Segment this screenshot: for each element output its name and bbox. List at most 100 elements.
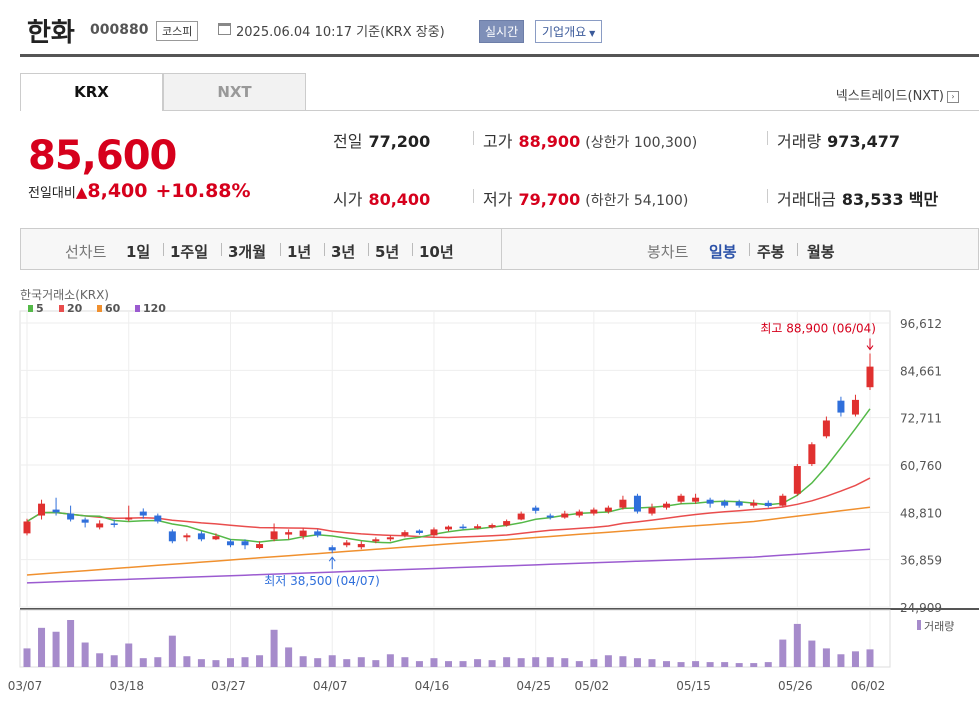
volume-bar (851, 651, 859, 667)
period-3m[interactable]: 3개월 (228, 243, 267, 261)
info-open: 시가 80,400 (333, 186, 430, 210)
ma-legend-swatch (97, 305, 102, 312)
candle (851, 394, 859, 417)
volume-bar (386, 654, 394, 667)
candle (575, 509, 583, 518)
period-5y[interactable]: 5년 (375, 243, 400, 261)
volume-bar (721, 662, 729, 667)
candle (808, 442, 816, 467)
candle (270, 523, 278, 542)
candle-body (851, 399, 859, 415)
info-value: 77,200 (368, 132, 431, 151)
nxt-link[interactable]: 넥스트레이드(NXT) › (836, 85, 959, 104)
candle (256, 541, 264, 550)
candle-body (96, 523, 104, 528)
candle-body (590, 509, 598, 514)
volume-bar (546, 657, 554, 667)
candle-body (793, 466, 801, 494)
volume-bar (474, 659, 482, 667)
upper-limit: (상한가 100,300) (585, 135, 698, 151)
x-tick-label: 04/25 (516, 679, 551, 693)
candle-body (401, 532, 409, 536)
candle (793, 464, 801, 496)
candle (706, 497, 714, 508)
info-label: 전일 (333, 132, 363, 151)
volume-bar (183, 656, 191, 667)
period-1d[interactable]: 1일 (126, 243, 151, 261)
period-1y[interactable]: 1년 (287, 243, 312, 261)
volume-bar (575, 661, 583, 667)
candle-body (110, 523, 118, 525)
company-info-dropdown[interactable]: 기업개요 ▼ (535, 20, 603, 43)
candle-body (38, 503, 46, 516)
candle-body (314, 531, 322, 536)
candle (692, 493, 700, 504)
candle (532, 505, 540, 514)
volume-bar (604, 655, 612, 667)
x-tick-label: 04/16 (415, 679, 450, 693)
candle (212, 533, 220, 541)
volume-legend-swatch (917, 620, 921, 630)
volume-bar (401, 657, 409, 667)
ma60-line (26, 506, 871, 576)
x-tick-label: 03/07 (8, 679, 43, 693)
tab-nxt[interactable]: NXT (163, 73, 306, 111)
volume-bar (38, 627, 46, 667)
candle (546, 513, 554, 520)
lower-limit: (하한가 54,100) (585, 193, 689, 209)
candle (125, 505, 133, 522)
info-volume: 거래량 973,477 (767, 128, 900, 152)
candle (445, 525, 452, 532)
candle-weekly[interactable]: 주봉 (757, 243, 785, 261)
tab-krx[interactable]: KRX (20, 73, 163, 111)
candle-body (183, 535, 191, 538)
candle (866, 353, 874, 390)
candle (721, 499, 729, 508)
candle-body (343, 542, 351, 546)
volume-bar (415, 661, 423, 667)
period-separator (749, 243, 750, 256)
period-3y[interactable]: 3년 (331, 243, 356, 261)
candle-body (750, 502, 758, 506)
period-selector: 선차트 1일 1주일 3개월 1년 3년 5년 10년 봉차트 일봉 주봉 월봉 (20, 228, 979, 270)
change-label: 전일대비 (28, 186, 76, 201)
stock-header: 한화 000880 코스피 2025.06.04 10:17 기준(KRX 장중… (0, 0, 979, 58)
info-label: 저가 (483, 190, 513, 209)
period-10y[interactable]: 10년 (419, 243, 454, 261)
ma20-line (26, 477, 871, 539)
volume-bar (139, 658, 147, 667)
volume-bar (503, 657, 511, 667)
volume-bar (692, 661, 700, 667)
volume-bar (837, 654, 845, 667)
info-separator (767, 131, 768, 145)
candle (517, 511, 525, 521)
candle (779, 493, 787, 507)
period-1w[interactable]: 1주일 (170, 243, 209, 261)
period-separator (368, 243, 369, 256)
volume-bar (459, 661, 467, 667)
candle-body (81, 519, 89, 523)
candle (154, 513, 162, 524)
candle (677, 493, 685, 504)
caret-down-icon: ▼ (589, 29, 596, 38)
volume-bar (81, 642, 89, 667)
realtime-button[interactable]: 실시간 (479, 20, 525, 43)
volume-bar (343, 659, 351, 667)
volume-plot-frame (19, 609, 891, 668)
candle-body (677, 495, 685, 502)
candle-body (372, 539, 380, 542)
volume-bar (241, 657, 249, 667)
candle (764, 500, 772, 508)
volume-bar (590, 659, 598, 667)
candle-body (517, 513, 525, 520)
candle-body (270, 531, 278, 540)
y-tick-label: 96,612 (900, 317, 942, 331)
volume-bar (430, 658, 438, 667)
candle-daily[interactable]: 일봉 (709, 243, 737, 261)
candle-monthly[interactable]: 월봉 (807, 243, 835, 261)
price-chart[interactable]: 96,612 84,661 72,711 60,760 48,810 36,859 24,9… (0, 280, 979, 711)
candle-body (604, 507, 612, 512)
y-tick-label: 84,661 (900, 364, 942, 378)
candle-body (561, 513, 569, 518)
volume-bar (372, 660, 380, 667)
